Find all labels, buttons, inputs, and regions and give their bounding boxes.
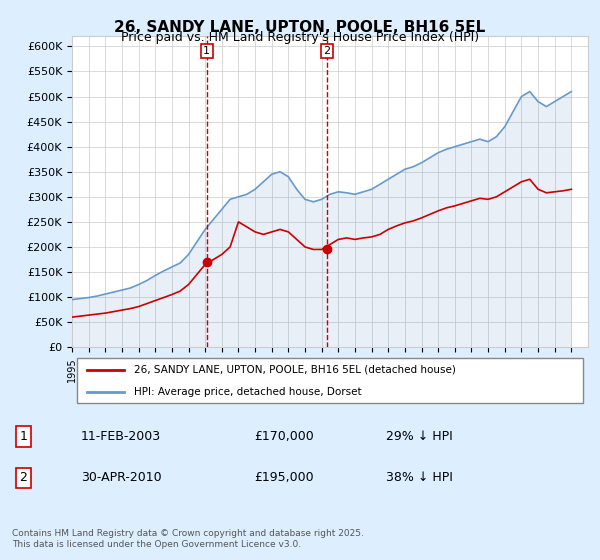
Text: 2: 2 [323, 46, 331, 56]
Text: Price paid vs. HM Land Registry's House Price Index (HPI): Price paid vs. HM Land Registry's House … [121, 31, 479, 44]
Text: 30-APR-2010: 30-APR-2010 [81, 472, 162, 484]
Text: 1: 1 [203, 46, 211, 56]
Text: £170,000: £170,000 [254, 430, 314, 443]
Text: 26, SANDY LANE, UPTON, POOLE, BH16 5EL: 26, SANDY LANE, UPTON, POOLE, BH16 5EL [115, 20, 485, 35]
Text: 2: 2 [20, 472, 28, 484]
Text: 26, SANDY LANE, UPTON, POOLE, BH16 5EL (detached house): 26, SANDY LANE, UPTON, POOLE, BH16 5EL (… [134, 365, 456, 375]
Text: HPI: Average price, detached house, Dorset: HPI: Average price, detached house, Dors… [134, 387, 362, 397]
Text: 1: 1 [20, 430, 28, 443]
Text: 29% ↓ HPI: 29% ↓ HPI [386, 430, 453, 443]
Text: 38% ↓ HPI: 38% ↓ HPI [386, 472, 453, 484]
Text: Contains HM Land Registry data © Crown copyright and database right 2025.
This d: Contains HM Land Registry data © Crown c… [12, 529, 364, 549]
FancyBboxPatch shape [77, 358, 583, 403]
Text: 11-FEB-2003: 11-FEB-2003 [81, 430, 161, 443]
Text: £195,000: £195,000 [254, 472, 314, 484]
